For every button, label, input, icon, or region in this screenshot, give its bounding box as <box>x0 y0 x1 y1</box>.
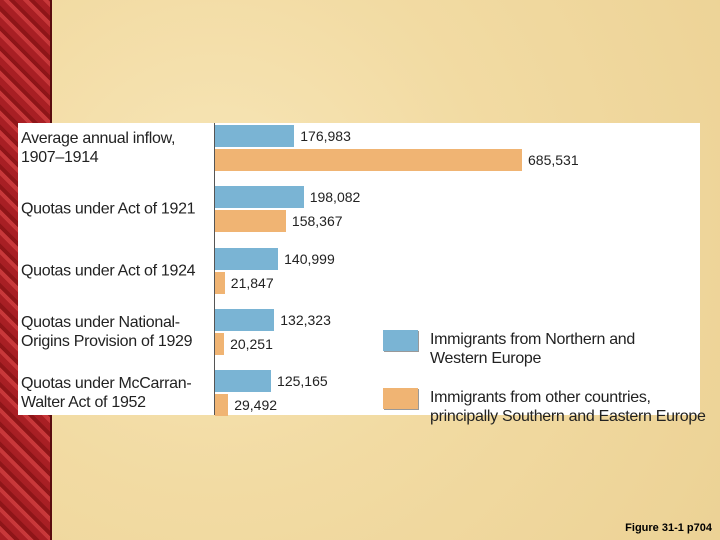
value-label: 125,165 <box>277 373 328 390</box>
category-label: Quotas under Act of 1924 <box>21 262 196 280</box>
bar <box>215 125 295 147</box>
chart-panel <box>18 123 700 415</box>
bar <box>215 308 275 331</box>
value-label: 29,492 <box>234 397 278 414</box>
value-label: 140,999 <box>284 250 335 267</box>
value-label: 132,323 <box>280 311 331 328</box>
category-label: Quotas under National- Origins Provision… <box>21 313 193 350</box>
legend-label: Immigrants from Northern and Western Eur… <box>430 331 636 367</box>
category-axis <box>214 123 215 415</box>
value-label: 198,082 <box>309 189 361 206</box>
bar <box>215 149 522 171</box>
value-label: 20,251 <box>230 335 273 352</box>
category-label: Quotas under McCarran- Walter Act of 195… <box>21 375 192 412</box>
figure-caption: Figure 31-1 p704 <box>625 522 712 534</box>
bar <box>215 186 304 209</box>
bar <box>215 394 229 417</box>
value-label: 176,983 <box>300 128 351 144</box>
bar <box>215 247 279 270</box>
legend-swatch <box>383 388 418 409</box>
bar <box>215 370 272 393</box>
category-label: Average annual inflow, 1907–1914 <box>21 130 176 166</box>
legend-label: Immigrants from other countries, princip… <box>430 389 706 425</box>
legend-swatch <box>383 330 418 351</box>
value-label: 21,847 <box>230 274 274 291</box>
value-label: 685,531 <box>528 152 579 168</box>
value-label: 158,367 <box>291 213 343 230</box>
bar <box>215 332 225 355</box>
bar <box>215 271 225 294</box>
category-label: Quotas under Act of 1921 <box>21 200 196 218</box>
bar <box>215 210 286 233</box>
